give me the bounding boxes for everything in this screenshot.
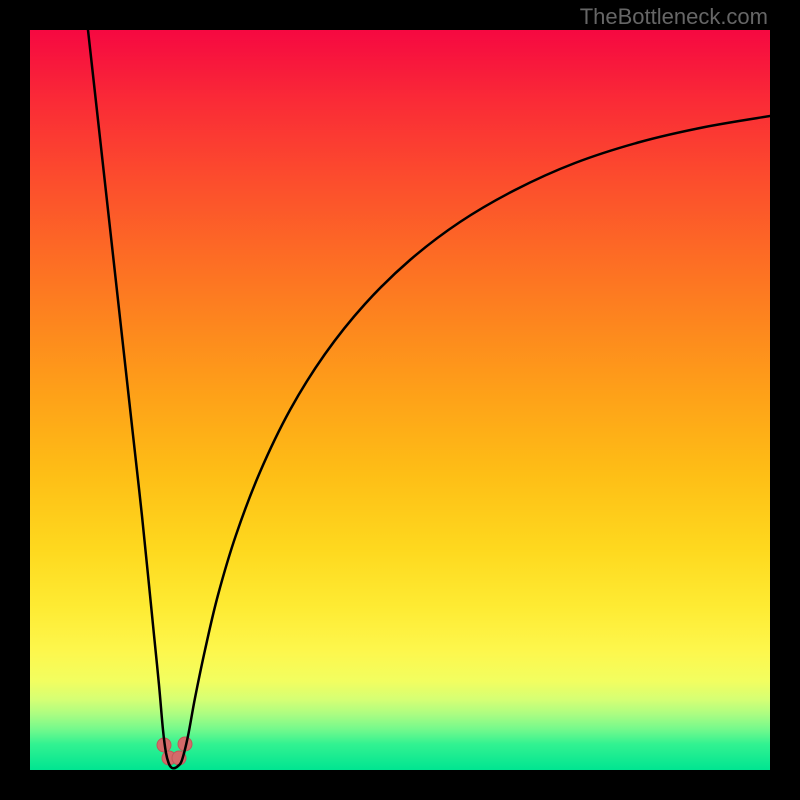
right-curve — [175, 116, 770, 768]
left-curve — [88, 30, 175, 768]
curve-layer — [30, 30, 770, 770]
plot-area — [30, 30, 770, 770]
chart-frame: TheBottleneck.com — [0, 0, 800, 800]
watermark-text: TheBottleneck.com — [580, 4, 768, 30]
